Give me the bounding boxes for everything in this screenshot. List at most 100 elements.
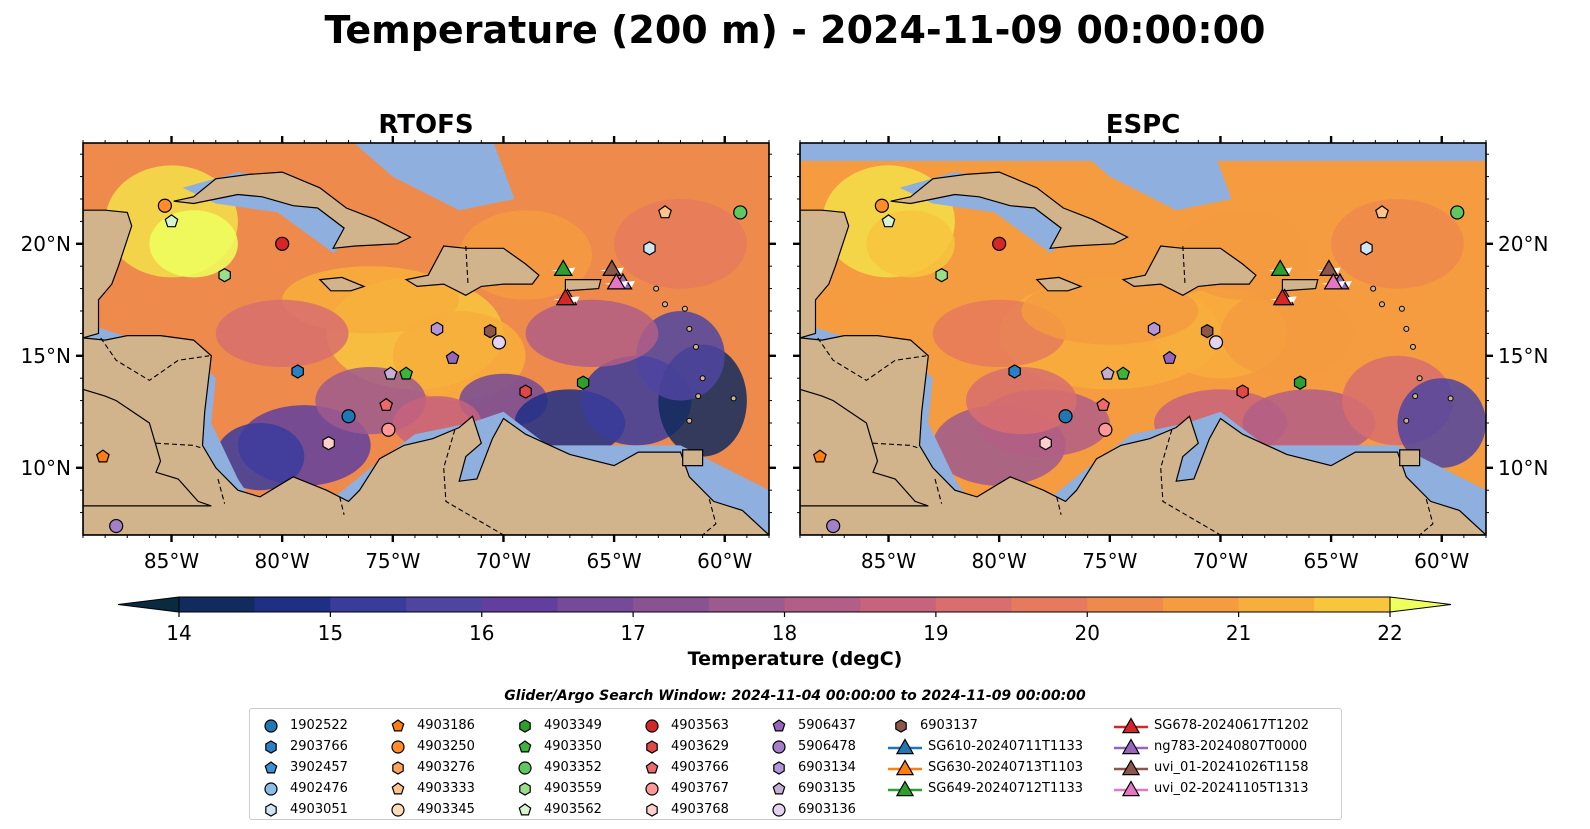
legend-marker-icon	[888, 779, 922, 796]
legend-item-label: 4903767	[671, 781, 729, 796]
legend-item-label: SG649-20240712T1133	[928, 781, 1084, 796]
argo-marker-4903766	[379, 397, 394, 411]
y-tick-label: 15°N	[21, 344, 71, 368]
legend-marker-icon	[772, 739, 786, 754]
x-tick-label: 85°W	[144, 549, 199, 573]
legend-item: 2903766	[258, 736, 348, 757]
legend-item: SG610-20240711T1133	[888, 736, 1083, 757]
argo-marker-4903349	[576, 375, 590, 390]
legend-item: 4903562	[512, 799, 602, 820]
legend-item: 6903135	[766, 778, 856, 799]
argo-marker-4903563	[275, 236, 290, 251]
argo-marker-4903562	[881, 214, 896, 228]
legend-marker-icon	[391, 781, 405, 794]
legend-item: 4902476	[258, 778, 348, 799]
legend-symbol	[895, 718, 907, 733]
x-tick-label: 65°W	[1303, 549, 1358, 573]
legend-item-label: 4903276	[417, 760, 475, 775]
argo-marker-5906478	[826, 518, 841, 534]
legend-item-label: 4903349	[544, 718, 602, 733]
legend-item-label: 6903134	[798, 760, 856, 775]
colorbar-extend-high	[1389, 596, 1452, 613]
legend-item-label: ng783-20240807T0000	[1154, 739, 1308, 754]
land	[83, 143, 769, 535]
legend-marker-icon	[895, 718, 907, 733]
legend-symbol	[265, 739, 277, 754]
legend-item: 4903186	[385, 715, 475, 736]
legend-marker-icon	[773, 760, 785, 775]
observation-markers	[812, 198, 1465, 534]
legend-item-label: 5906478	[798, 739, 856, 754]
legend-symbol	[264, 760, 278, 773]
legend-column: 4903349 4903350 4903352 4903559 4903562	[512, 715, 602, 820]
legend-symbol	[772, 781, 786, 794]
legend: 1902522 2903766 3902457 4902476 4903051 49031…	[249, 708, 1342, 820]
argo-marker-6903135	[1100, 366, 1115, 380]
legend-item: uvi_02-20241105T1313	[1114, 778, 1309, 799]
argo-marker-6903135	[383, 366, 398, 380]
legend-symbol	[264, 718, 278, 733]
x-tick-label: 65°W	[586, 549, 641, 573]
legend-symbol	[1121, 758, 1141, 775]
x-tick-label: 85°W	[861, 549, 916, 573]
legend-item-label: 4903186	[417, 718, 475, 733]
glider-marker-uvi_02-20241105T1313	[606, 272, 627, 290]
argo-marker-2903766	[1008, 364, 1021, 379]
legend-item: 3902457	[258, 757, 348, 778]
argo-marker-4903350	[399, 366, 414, 380]
legend-marker-icon	[391, 739, 405, 754]
legend-item-label: 4903562	[544, 802, 602, 817]
colorbar-segment	[1162, 597, 1240, 612]
legend-item-label: 2903766	[290, 739, 348, 754]
legend-symbol	[646, 802, 658, 817]
legend-symbol	[895, 758, 915, 775]
legend-item: 4903767	[639, 778, 729, 799]
argo-marker-6903137	[483, 324, 497, 339]
legend-marker-icon	[518, 739, 532, 752]
argo-marker-6903136	[491, 335, 507, 350]
argo-marker-4903767	[381, 422, 396, 437]
colorbar-tick-label: 14	[166, 621, 191, 645]
legend-item-label: 3902457	[290, 760, 348, 775]
colorbar-tick-label: 17	[620, 621, 645, 645]
legend-marker-icon	[772, 781, 786, 794]
glider-marker-SG678-20240617T1202	[555, 288, 576, 306]
argo-marker-1902522	[341, 409, 356, 424]
legend-item: 6903136	[766, 799, 856, 820]
legend-marker-icon	[888, 737, 922, 754]
argo-marker-4903186	[95, 449, 110, 463]
colorbar-tick-label: 18	[772, 621, 797, 645]
legend-symbol	[519, 718, 531, 733]
legend-item: uvi_01-20241026T1158	[1114, 757, 1309, 778]
argo-marker-4903349	[1293, 375, 1307, 390]
glider-marker-SG649-20240712T1133	[553, 259, 573, 276]
legend-item-label: 1902522	[290, 718, 348, 733]
legend-symbol	[1121, 737, 1141, 754]
argo-marker-4903559	[935, 268, 948, 283]
argo-marker-4903051	[1360, 241, 1373, 256]
argo-marker-5906437	[1162, 350, 1177, 364]
legend-item-label: 4903768	[671, 802, 729, 817]
colorbar-segment	[633, 597, 710, 612]
argo-marker-4903051	[643, 241, 656, 256]
argo-marker-4903250	[157, 198, 172, 213]
legend-symbol	[518, 802, 532, 815]
legend-item-label: 5906437	[798, 718, 856, 733]
colorbar-segment	[179, 597, 256, 612]
argo-marker-4903767	[1098, 422, 1113, 437]
legend-marker-icon	[646, 802, 658, 817]
argo-marker-6903134	[430, 321, 444, 337]
legend-item: 4903766	[639, 757, 729, 778]
colorbar-segment	[1087, 597, 1164, 612]
argo-marker-6903134	[1147, 321, 1161, 337]
x-tick-label: 80°W	[255, 549, 310, 573]
argo-marker-4903186	[812, 449, 827, 463]
argo-marker-4903350	[1116, 366, 1131, 380]
argo-marker-4903563	[992, 236, 1007, 251]
legend-item-label: 4903559	[544, 781, 602, 796]
map-frame	[82, 142, 770, 536]
argo-marker-4903768	[1039, 436, 1052, 451]
search-window-label: Glider/Argo Search Window: 2024-11-04 00…	[504, 688, 1086, 704]
legend-item-label: uvi_01-20241026T1158	[1154, 760, 1309, 775]
